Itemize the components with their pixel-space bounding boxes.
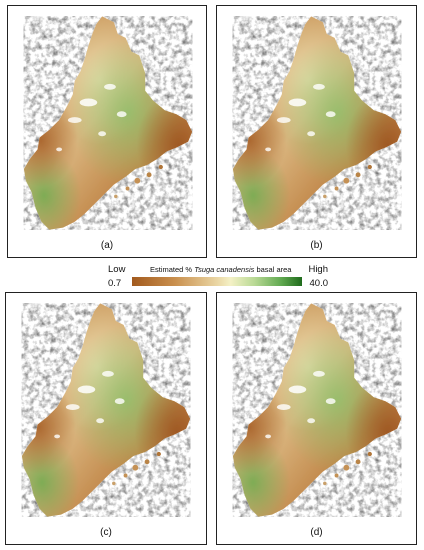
hemlock-map-c xyxy=(21,303,191,517)
legend-low-label: Low xyxy=(108,264,126,275)
color-legend: Low 0.7 Estimated % Tsuga canadensis bas… xyxy=(108,262,328,292)
panel-label-a: (a) xyxy=(100,240,114,251)
panel-label-c: (c) xyxy=(100,527,112,538)
panel-label-d: (d) xyxy=(310,527,323,538)
legend-max-value: 40.0 xyxy=(309,278,329,289)
hemlock-map-d xyxy=(232,303,402,517)
hemlock-map-b xyxy=(232,16,402,230)
legend-title-prefix: Estimated % xyxy=(150,265,195,274)
legend-title-species: Tsuga canadensis xyxy=(194,265,255,274)
legend-title-suffix: basal area xyxy=(254,265,292,274)
map-panel-a: (a) xyxy=(7,5,207,258)
legend-high-label: High xyxy=(308,264,328,275)
map-panel-d: (d) xyxy=(216,292,417,545)
map-panel-c: (c) xyxy=(5,292,207,545)
hemlock-map-a xyxy=(23,16,193,230)
legend-color-ramp xyxy=(132,277,302,286)
legend-min-value: 0.7 xyxy=(108,278,122,289)
legend-title: Estimated % Tsuga canadensis basal area xyxy=(150,265,291,274)
panel-label-b: (b) xyxy=(310,240,323,251)
map-panel-b: (b) xyxy=(216,5,417,258)
